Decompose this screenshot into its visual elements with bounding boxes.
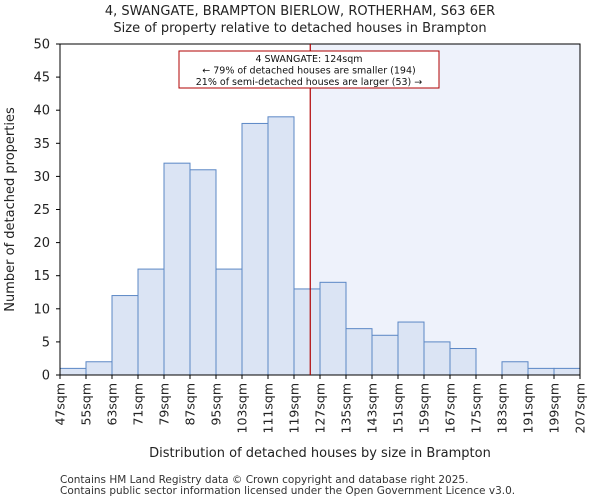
histogram-bar — [345, 328, 373, 376]
chart-title-address: 4, SWANGATE, BRAMPTON BIERLOW, ROTHERHAM… — [104, 4, 496, 19]
histogram-bar — [241, 122, 269, 376]
highlight-region — [310, 44, 580, 375]
histogram-bar — [111, 295, 139, 376]
histogram-bar — [137, 268, 165, 376]
x-tick-label: 135sqm — [339, 383, 354, 433]
histogram-bar — [267, 116, 295, 376]
histogram-bar — [189, 169, 217, 376]
x-tick-label: 95sqm — [209, 383, 224, 426]
x-tick-label: 127sqm — [313, 383, 328, 433]
x-tick-label: 119sqm — [287, 383, 302, 433]
x-tick-label: 103sqm — [235, 383, 250, 433]
y-axis-label: Number of detached properties — [3, 107, 18, 312]
footer-copyright: Contains HM Land Registry data © Crown c… — [60, 474, 469, 486]
x-axis-label: Distribution of detached houses by size … — [149, 446, 491, 461]
annotation-title: 4 SWANGATE: 124sqm — [255, 54, 362, 65]
x-tick-label: 87sqm — [183, 383, 198, 426]
histogram-bar — [397, 321, 425, 376]
histogram-bar — [215, 268, 243, 376]
x-tick-label: 71sqm — [131, 383, 146, 426]
y-tick-label: 10 — [33, 302, 50, 317]
y-tick-label: 25 — [33, 203, 50, 218]
histogram-bar — [319, 281, 347, 376]
x-tick-label: 207sqm — [573, 383, 588, 433]
y-tick-label: 30 — [33, 170, 50, 185]
histogram-bar — [163, 162, 191, 376]
x-tick-label: 151sqm — [391, 383, 406, 433]
histogram-bar — [449, 348, 477, 376]
footer-licence: Contains public sector information licen… — [60, 485, 516, 497]
y-tick-label: 15 — [33, 269, 50, 284]
x-tick-label: 111sqm — [261, 383, 276, 433]
histogram-bar — [527, 367, 555, 376]
y-tick-label: 20 — [33, 236, 50, 251]
annotation-box — [178, 50, 440, 89]
x-tick-label: 199sqm — [547, 383, 562, 433]
annotation-larger: 21% of semi-detached houses are larger (… — [196, 77, 423, 88]
histogram-bar — [423, 341, 451, 376]
x-tick-label: 191sqm — [521, 383, 536, 433]
x-tick-label: 167sqm — [443, 383, 458, 433]
x-tick-label: 79sqm — [157, 383, 172, 426]
x-tick-label: 159sqm — [417, 383, 432, 433]
y-tick-label: 45 — [33, 71, 50, 86]
histogram-bar — [293, 288, 321, 376]
histogram-bar — [501, 361, 529, 376]
y-tick-label: 40 — [33, 104, 50, 119]
x-tick-label: 47sqm — [53, 383, 68, 426]
x-tick-label: 55sqm — [79, 383, 94, 426]
x-tick-label: 143sqm — [365, 383, 380, 433]
y-tick-label: 35 — [33, 137, 50, 152]
histogram-bar — [371, 334, 399, 376]
x-tick-label: 183sqm — [495, 383, 510, 433]
annotation-smaller: ← 79% of detached houses are smaller (19… — [202, 66, 415, 77]
histogram-bar — [85, 361, 113, 376]
histogram-bar — [553, 367, 581, 376]
x-tick-label: 63sqm — [105, 383, 120, 426]
chart-title-subtitle: Size of property relative to detached ho… — [113, 21, 487, 36]
y-tick-label: 0 — [42, 369, 50, 384]
histogram-bar — [59, 367, 87, 376]
y-tick-label: 5 — [42, 335, 50, 350]
y-tick-label: 50 — [33, 38, 50, 53]
x-tick-label: 175sqm — [469, 383, 484, 433]
